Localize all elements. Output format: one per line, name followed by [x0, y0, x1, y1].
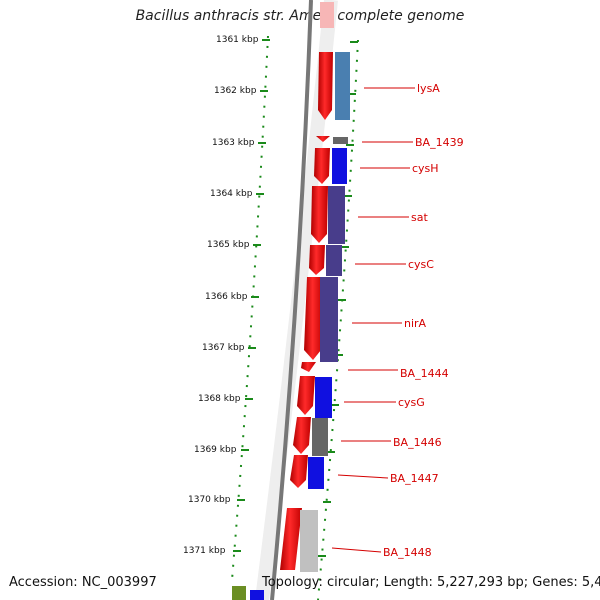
cds-track — [280, 52, 333, 570]
cds-arrow — [309, 245, 325, 275]
cds-arrow — [290, 455, 308, 488]
cds-arrow — [314, 148, 330, 184]
gene-block-BA_1447 — [308, 457, 324, 489]
gene-label-BA_1444: BA_1444 — [400, 367, 449, 380]
gene-block-BA_1446 — [312, 418, 328, 456]
gene-block-BA_1439 — [333, 137, 348, 144]
genome-title: Bacillus anthracis str. Ames, complete g… — [135, 8, 465, 24]
ruler-label: 1364 kbp — [210, 189, 253, 199]
ruler-label: 1366 kbp — [205, 292, 248, 302]
ruler-dotted-ring — [231, 35, 269, 581]
backbone-line — [270, 0, 313, 600]
gene-label-nirA: nirA — [404, 317, 427, 330]
cds-arrow — [318, 52, 333, 120]
feature-bottom-blue — [250, 590, 264, 600]
feature-bottom-green — [232, 586, 246, 600]
ruler-labels: 1361 kbp 1362 kbp 1363 kbp 1364 kbp 1365… — [183, 35, 259, 556]
ruler-label: 1368 kbp — [198, 394, 241, 404]
gene-block-cysH — [332, 148, 347, 184]
gene-label-BA_1446: BA_1446 — [393, 436, 442, 449]
cds-arrow — [301, 362, 316, 372]
genome-stats-text: Topology: circular; Length: 5,227,293 bp… — [262, 575, 600, 590]
gene-block-cysC — [326, 245, 342, 276]
ruler-tick-marks — [233, 39, 270, 552]
cds-arrow — [311, 186, 328, 243]
gene-block-lysA — [335, 52, 350, 120]
accession-text: Accession: NC_003997 — [9, 575, 157, 590]
ruler-label: 1363 kbp — [212, 138, 255, 148]
cds-arrow — [293, 417, 311, 454]
ruler-label: 1367 kbp — [202, 343, 245, 353]
gene-labels: lysA BA_1439 cysH sat cysC nirA BA_1444 … — [383, 82, 464, 559]
ruler-label: 1362 kbp — [214, 86, 257, 96]
cds-arrow — [280, 508, 302, 570]
gene-track — [300, 52, 350, 572]
gene-label-cysH: cysH — [412, 162, 439, 175]
gene-label-lysA: lysA — [417, 82, 440, 95]
gene-label-cysC: cysC — [408, 258, 434, 271]
gene-label-cysG: cysG — [398, 396, 425, 409]
gene-label-BA_1439: BA_1439 — [415, 136, 464, 149]
cds-arrow — [316, 136, 330, 142]
ruler-label: 1371 kbp — [183, 546, 226, 556]
ruler-label: 1369 kbp — [194, 445, 237, 455]
ruler-label: 1370 kbp — [188, 495, 231, 505]
gene-label-sat: sat — [411, 211, 428, 224]
cds-arrow — [304, 277, 323, 360]
outer-tick-marks — [318, 41, 358, 557]
ruler-label: 1361 kbp — [216, 35, 259, 45]
gene-block-BA_1448 — [300, 510, 318, 572]
gene-block-cysG — [315, 377, 332, 418]
ruler-label: 1365 kbp — [207, 240, 250, 250]
label-callouts — [331, 87, 415, 553]
gene-block-sat — [328, 186, 345, 244]
gene-label-BA_1447: BA_1447 — [390, 472, 439, 485]
gene-label-BA_1448: BA_1448 — [383, 546, 432, 559]
outer-dotted-ring — [317, 39, 359, 600]
gene-block-nirA — [320, 277, 338, 362]
feature-top-partial — [320, 2, 334, 28]
cds-arrow — [297, 376, 315, 415]
